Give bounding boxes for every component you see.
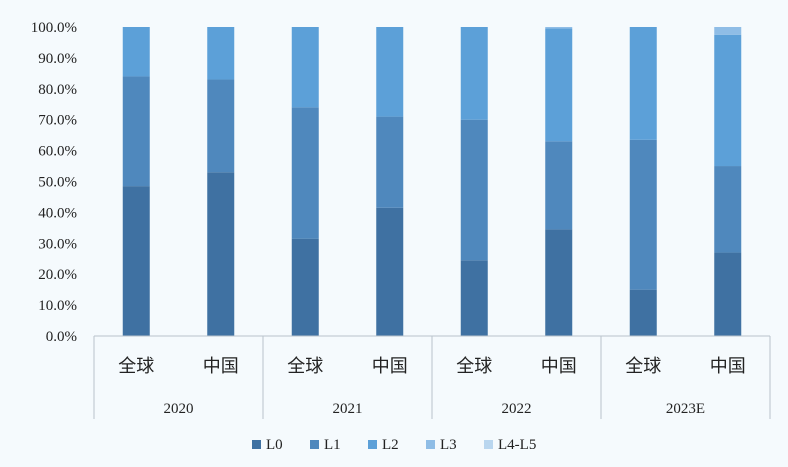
y-tick-label: 60.0% bbox=[38, 144, 77, 160]
legend-swatch-l1 bbox=[310, 440, 319, 449]
group-label: 2021 bbox=[333, 401, 363, 417]
bar-l2-5 bbox=[545, 28, 573, 142]
bar-l0-1 bbox=[207, 172, 235, 336]
y-tick-label: 30.0% bbox=[38, 236, 77, 252]
bar-l1-6 bbox=[629, 139, 657, 290]
bar-l0-0 bbox=[122, 186, 150, 336]
y-tick-label: 100.0% bbox=[31, 20, 77, 36]
bar-l0-3 bbox=[376, 207, 404, 336]
bar-l1-7 bbox=[714, 166, 742, 253]
category-label: 中国 bbox=[203, 356, 239, 377]
legend-label-l3: L3 bbox=[440, 437, 457, 453]
category-label: 全球 bbox=[456, 356, 492, 377]
bar-l2-2 bbox=[291, 27, 319, 108]
category-label: 中国 bbox=[541, 356, 577, 377]
category-label: 中国 bbox=[710, 356, 746, 377]
y-tick-label: 90.0% bbox=[38, 51, 77, 67]
y-tick-label: 50.0% bbox=[38, 175, 77, 191]
bar-l1-5 bbox=[545, 141, 573, 230]
bar-l2-4 bbox=[460, 27, 488, 120]
y-tick-label: 80.0% bbox=[38, 82, 77, 98]
y-tick-label: 0.0% bbox=[46, 329, 77, 345]
legend-swatch-l3 bbox=[426, 440, 435, 449]
group-label: 2023E bbox=[666, 401, 705, 417]
legend-swatch-l0 bbox=[252, 440, 261, 449]
legend-label-l0: L0 bbox=[266, 437, 283, 453]
category-label: 全球 bbox=[287, 356, 323, 377]
bar-l1-2 bbox=[291, 107, 319, 239]
bar-l1-3 bbox=[376, 116, 404, 208]
bar-l0-2 bbox=[291, 238, 319, 336]
category-label: 中国 bbox=[372, 356, 408, 377]
bar-l1-1 bbox=[207, 79, 235, 173]
bar-l2-3 bbox=[376, 27, 404, 117]
bar-l2-6 bbox=[629, 27, 657, 140]
bar-l1-4 bbox=[460, 119, 488, 261]
bar-l2-0 bbox=[122, 27, 150, 77]
category-label: 全球 bbox=[625, 356, 661, 377]
bar-l0-5 bbox=[545, 229, 573, 336]
bar-l0-6 bbox=[629, 289, 657, 336]
group-label: 2020 bbox=[164, 401, 194, 417]
bar-l3-5 bbox=[545, 27, 573, 29]
y-tick-label: 70.0% bbox=[38, 113, 77, 129]
y-tick-label: 40.0% bbox=[38, 205, 77, 221]
bar-l2-1 bbox=[207, 27, 235, 80]
category-label: 全球 bbox=[118, 356, 154, 377]
bar-l1-0 bbox=[122, 76, 150, 187]
bar-l0-4 bbox=[460, 260, 488, 336]
y-tick-label: 20.0% bbox=[38, 267, 77, 283]
bar-l3-7 bbox=[714, 27, 742, 35]
legend-swatch-l4-l5 bbox=[484, 440, 493, 449]
bar-l0-7 bbox=[714, 252, 742, 336]
y-tick-label: 10.0% bbox=[38, 298, 77, 314]
group-label: 2022 bbox=[502, 401, 532, 417]
legend-swatch-l2 bbox=[368, 440, 377, 449]
legend-label-l2: L2 bbox=[382, 437, 399, 453]
legend-label-l4-l5: L4-L5 bbox=[498, 437, 536, 453]
bar-l2-7 bbox=[714, 34, 742, 167]
legend-label-l1: L1 bbox=[324, 437, 341, 453]
